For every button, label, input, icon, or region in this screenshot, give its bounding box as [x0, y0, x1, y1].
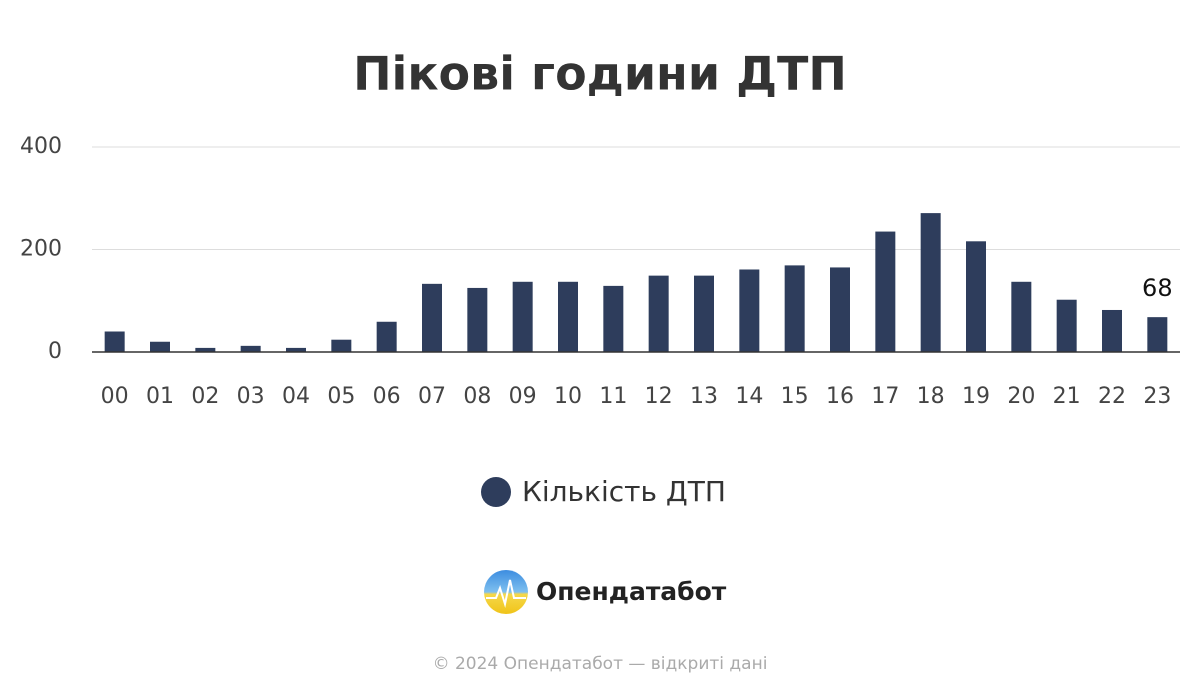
legend: Кількість ДТП — [481, 475, 726, 508]
bar — [830, 267, 850, 352]
bar — [648, 275, 669, 352]
x-tick-label: 23 — [1143, 384, 1171, 409]
x-tick-label: 03 — [237, 384, 265, 409]
logo-pulse — [486, 579, 526, 608]
x-tick-label: 15 — [781, 384, 809, 409]
x-tick-label: 11 — [599, 384, 627, 409]
x-tick-label: 22 — [1098, 384, 1126, 409]
y-tick-label: 400 — [20, 134, 62, 159]
data-label: 68 — [1142, 274, 1173, 302]
bar — [195, 347, 216, 352]
bar — [150, 341, 170, 352]
x-tick-label: 06 — [373, 384, 401, 409]
bar — [784, 265, 805, 352]
bar — [1147, 317, 1168, 352]
bar — [104, 331, 125, 352]
x-tick-label: 14 — [735, 384, 763, 409]
x-tick-label: 10 — [554, 384, 582, 409]
bar — [558, 281, 578, 352]
x-tick-label: 05 — [327, 384, 355, 409]
chart-title: Пікові години ДТП — [353, 47, 847, 101]
x-tick-label: 01 — [146, 384, 174, 409]
logo: Опендатабот — [484, 570, 727, 614]
x-tick-label: 18 — [917, 384, 945, 409]
x-tick-label: 08 — [463, 384, 491, 409]
x-tick-label: 02 — [191, 384, 219, 409]
bar — [694, 275, 714, 352]
bar — [920, 213, 941, 352]
x-tick-label: 17 — [871, 384, 899, 409]
bar — [1011, 281, 1032, 352]
bar — [376, 321, 397, 352]
legend-label: Кількість ДТП — [522, 475, 726, 508]
bar — [240, 345, 261, 352]
legend-swatch — [481, 477, 511, 507]
bar — [1102, 309, 1122, 352]
bar — [739, 269, 760, 352]
x-tick-label: 07 — [418, 384, 446, 409]
bar — [875, 231, 896, 352]
x-tick-label: 16 — [826, 384, 854, 409]
x-tick-label: 20 — [1007, 384, 1035, 409]
footer: © 2024 Опендатабот — відкриті дані — [433, 654, 768, 674]
bar — [286, 347, 306, 352]
bar — [1056, 299, 1077, 352]
x-tick-label: 13 — [690, 384, 718, 409]
x-tick-label: 00 — [101, 384, 129, 409]
y-tick-label: 0 — [48, 339, 62, 364]
x-tick-label: 19 — [962, 384, 990, 409]
logo-icon — [484, 570, 528, 614]
logo-text: Опендатабот — [536, 577, 727, 606]
x-tick-label: 12 — [645, 384, 673, 409]
bar — [966, 241, 986, 352]
x-tick-label: 09 — [509, 384, 537, 409]
x-tick-label: 04 — [282, 384, 310, 409]
bar — [422, 283, 442, 352]
bar — [331, 339, 352, 352]
bar — [603, 285, 624, 352]
x-tick-label: 21 — [1053, 384, 1081, 409]
bar — [467, 287, 488, 352]
y-tick-label: 200 — [20, 237, 62, 262]
bar — [512, 281, 533, 352]
